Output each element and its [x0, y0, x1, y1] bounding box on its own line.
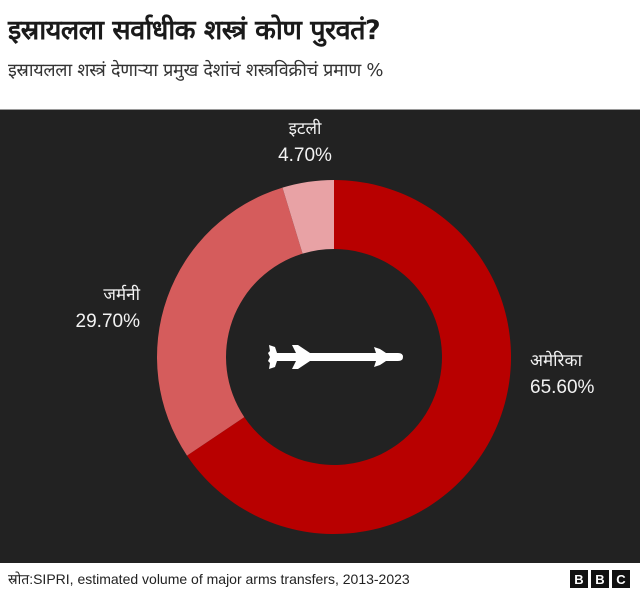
label-italy: इटली 4.70% — [0, 116, 640, 167]
donut-segment-usa — [186, 180, 511, 534]
label-italy-name: इटली — [288, 119, 322, 139]
donut-segment-italy — [282, 180, 334, 254]
label-italy-value: 4.70% — [278, 145, 332, 166]
label-germany: जर्मनी 29.70% — [76, 282, 140, 333]
donut-segment-germany — [157, 187, 303, 456]
label-usa-value: 65.60% — [530, 377, 595, 398]
logo-letter: C — [612, 570, 630, 588]
logo-letter: B — [570, 570, 588, 588]
label-germany-value: 29.70% — [75, 311, 140, 332]
donut-chart — [157, 180, 511, 534]
label-usa: अमेरिका 65.60% — [530, 348, 594, 399]
chart-title: इस्रायलला सर्वाधीक शस्त्रं कोण पुरवतं? — [8, 15, 381, 46]
source-note: स्रोत:SIPRI, estimated volume of major a… — [8, 571, 410, 587]
bbc-logo: B B C — [570, 570, 630, 588]
chart-panel: इटली 4.70% जर्मनी 29.70% अमेरिका 65.60% — [0, 109, 640, 563]
label-germany-name: जर्मनी — [103, 285, 140, 305]
label-usa-name: अमेरिका — [530, 351, 582, 371]
logo-letter: B — [591, 570, 609, 588]
chart-subtitle: इस्रायलला शस्त्रं देणाऱ्या प्रमुख देशांच… — [8, 60, 384, 81]
missile-icon — [268, 345, 403, 369]
